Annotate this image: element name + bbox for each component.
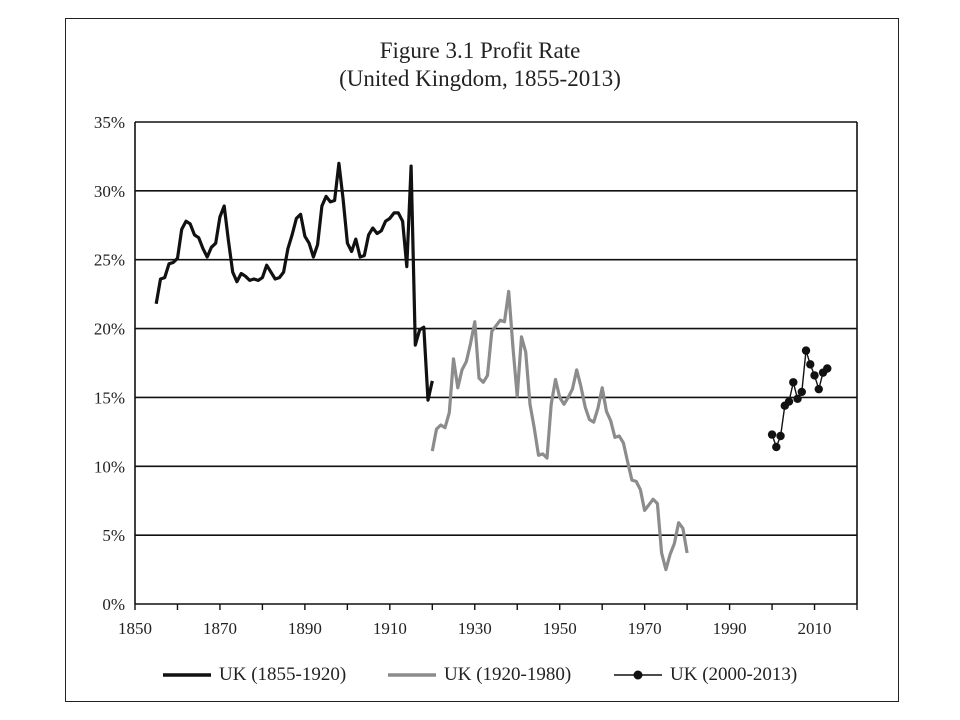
series-line-2 [430,289,689,572]
data-point [776,431,785,441]
y-tick-label: 30% [94,182,125,201]
y-tick-label: 0% [102,595,125,614]
chart-frame [65,18,899,702]
x-tick-label: 1850 [118,619,152,638]
legend-item-3: UK (2000-2013) [614,660,797,690]
y-tick-label: 5% [102,526,125,545]
data-point [793,394,802,404]
axes: 0% 5% 10% 15% 20% 25% 30% 35% 1850 1870 1890 1910 19… [94,113,858,638]
data-point [801,346,811,355]
x-tick-label: 1950 [543,619,577,638]
series-layer [154,161,832,572]
x-tick-label: 1970 [628,619,662,638]
data-point [814,384,823,394]
legend-swatch-gray [388,673,436,677]
y-tick-label: 25% [94,251,125,270]
x-tick-label: 1910 [373,619,407,638]
x-tick-label: 1990 [713,619,747,638]
chart-title: Figure 3.1 Profit Rate [379,38,581,63]
series-line-1 [154,161,434,402]
legend-label: UK (1855-1920) [219,664,347,685]
data-point [823,364,832,373]
data-point [767,430,777,439]
chart-subtitle: (United Kingdom, 1855-2013) [339,66,621,91]
legend-item-2: UK (1920-1980) [388,660,571,690]
data-point [797,387,806,397]
data-point [784,397,794,406]
grid-lines [135,121,857,536]
data-point [789,378,798,387]
data-point [810,371,819,380]
legend-label: UK (2000-2013) [670,664,798,685]
x-tick-label: 2010 [798,619,832,638]
x-tick-label: 1890 [288,619,322,638]
legend: UK (1855-1920) UK (1920-1980) UK (2000-2… [0,660,960,690]
legend-swatch-dotted [614,670,662,680]
y-tick-label: 10% [94,457,125,476]
legend-label: UK (1920-1980) [444,664,572,685]
y-tick-label: 35% [94,113,125,132]
x-tick-label: 1870 [203,619,237,638]
y-tick-label: 15% [94,388,125,407]
x-tick-label: 1930 [458,619,492,638]
legend-swatch-black [163,673,211,677]
legend-item-1: UK (1855-1920) [163,660,346,690]
data-point [806,360,815,369]
y-tick-label: 20% [94,320,125,339]
data-point [772,442,781,452]
